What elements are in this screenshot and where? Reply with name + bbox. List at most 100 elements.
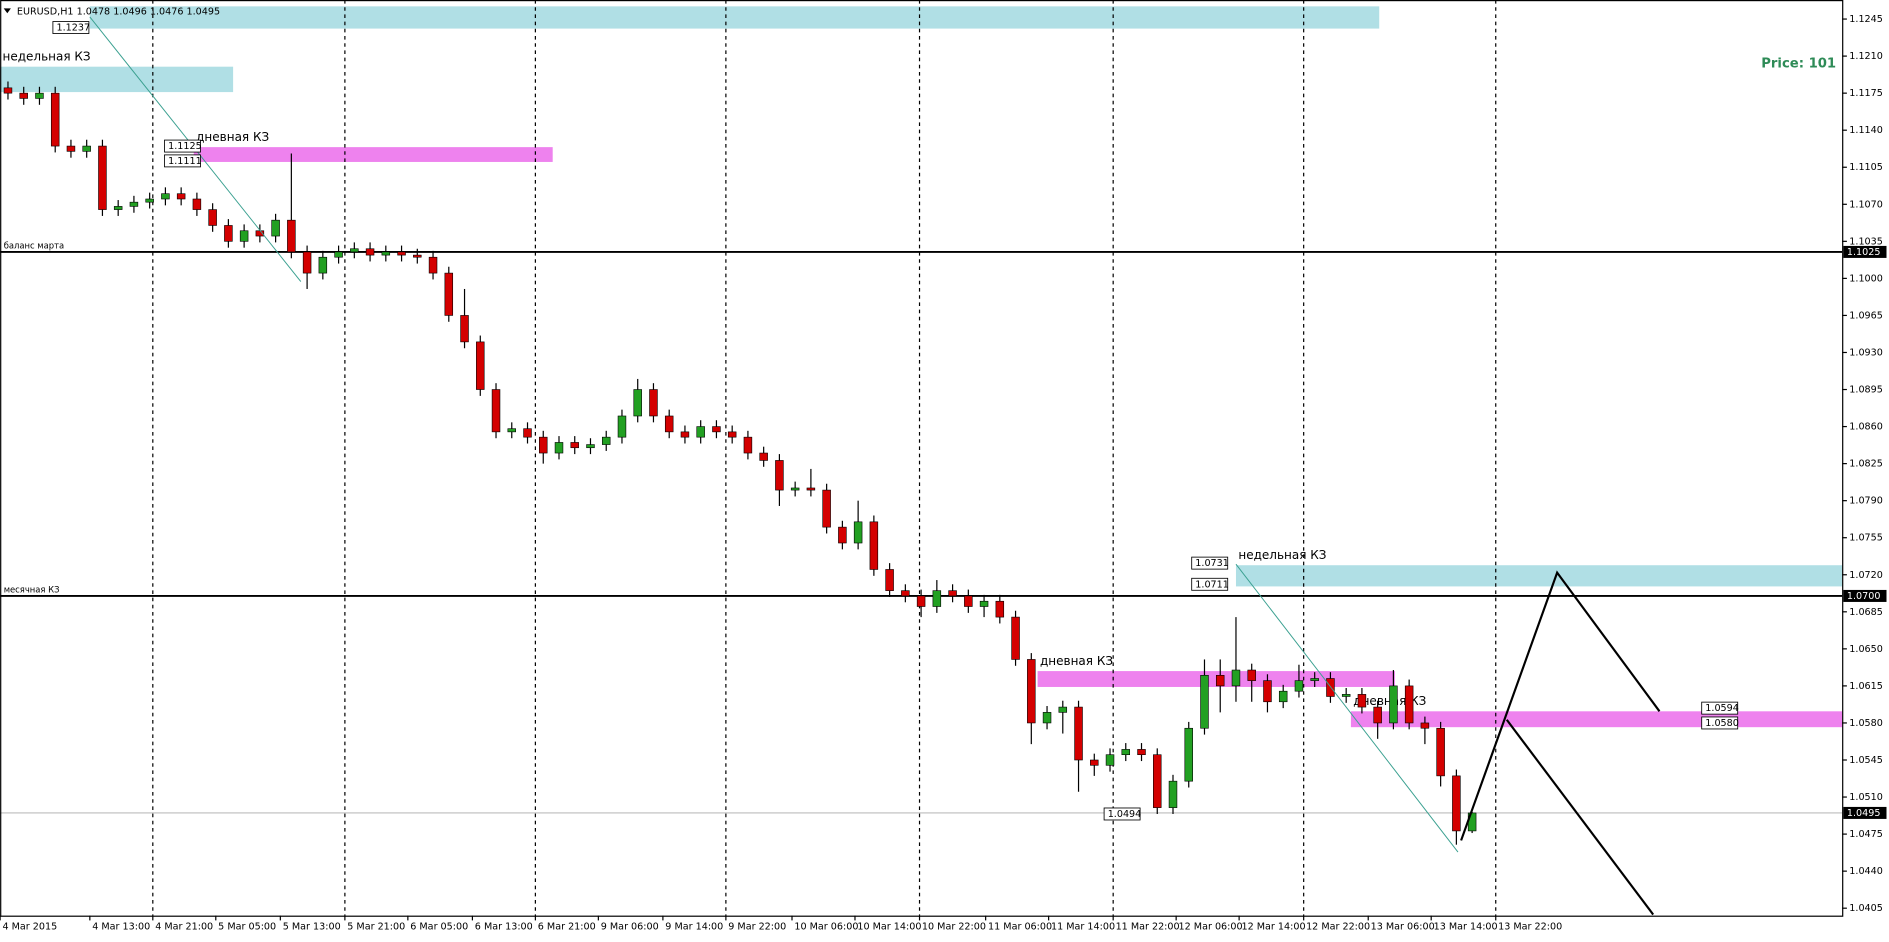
candle-body: [1105, 754, 1115, 766]
y-tick-label: 1.1175: [1849, 88, 1883, 99]
plot-frame: [0, 0, 1844, 917]
candle-body: [1137, 749, 1146, 756]
y-tick-label: 1.1070: [1849, 199, 1883, 210]
candle-body: [35, 92, 44, 99]
candle-body: [1373, 706, 1382, 724]
symbol: EURUSD,H1: [17, 6, 74, 17]
level-price-box: [1843, 245, 1887, 258]
x-tick-label: 11 Mar 14:00: [1051, 921, 1115, 932]
candle-body: [1404, 685, 1414, 724]
candle-body: [601, 436, 611, 445]
candle-body: [712, 426, 721, 433]
x-tick-label: 12 Mar 22:00: [1306, 921, 1370, 932]
candle-body: [633, 389, 642, 417]
price-label: 1.1111: [168, 156, 202, 167]
price-label: 1.0594: [1705, 703, 1739, 714]
x-tick-label: 4 Mar 21:00: [155, 921, 213, 932]
candle-body: [161, 193, 170, 200]
candle-body: [743, 436, 753, 454]
candle-body: [948, 590, 957, 597]
candle-body: [1200, 675, 1209, 729]
current-price: 1.0495: [1847, 808, 1881, 819]
zone: [193, 147, 553, 162]
candle-body: [916, 595, 926, 607]
candle-body: [1090, 759, 1099, 766]
candle-body: [476, 341, 485, 390]
candle-body: [775, 460, 784, 491]
x-tick-label: 6 Mar 21:00: [538, 921, 596, 932]
candle-body: [239, 230, 249, 242]
x-tick-label: 12 Mar 06:00: [1179, 921, 1243, 932]
zone-label: дневная КЗ: [196, 130, 269, 144]
ohlc-high: 1.0496: [113, 6, 147, 17]
x-tick-label: 4 Mar 2015: [3, 921, 58, 932]
candle-body: [1011, 616, 1020, 660]
candle-body: [586, 444, 595, 449]
x-tick-label: 9 Mar 22:00: [728, 921, 786, 932]
candle-body: [539, 436, 548, 454]
candle-body: [1247, 669, 1256, 681]
candle-body: [271, 219, 280, 237]
y-tick-label: 1.0615: [1849, 681, 1883, 692]
level-name: месячная КЗ: [4, 584, 60, 594]
zone: [0, 66, 234, 93]
candle-body: [1027, 659, 1036, 724]
candle-body: [979, 600, 989, 607]
x-tick-label: 11 Mar 06:00: [988, 921, 1052, 932]
x-tick-label: 5 Mar 21:00: [347, 921, 405, 932]
candle-body: [208, 209, 217, 226]
x-tick-label: 5 Mar 13:00: [283, 921, 341, 932]
ohlc-close: 1.0495: [187, 6, 221, 17]
candle-body: [1168, 780, 1178, 808]
zone: [89, 6, 1380, 29]
candle-body: [444, 272, 454, 316]
candle-body: [838, 526, 847, 544]
candle-body: [1278, 690, 1288, 703]
candle-body: [350, 248, 359, 253]
candle-body: [790, 487, 800, 491]
menu-arrow[interactable]: [3, 8, 11, 14]
zone-label: недельная КЗ: [1238, 548, 1326, 562]
candle-body: [1294, 680, 1304, 692]
price-label: 1.0711: [1195, 579, 1229, 590]
y-tick-label: 1.1245: [1849, 14, 1883, 25]
ohlc-low: 1.0476: [150, 6, 184, 17]
candle-body: [176, 193, 186, 200]
candle-body: [869, 521, 879, 570]
candle-body: [318, 256, 328, 274]
y-tick-label: 1.0720: [1849, 570, 1883, 581]
current-price-box: [1843, 806, 1887, 819]
price-label-box: [164, 154, 201, 168]
candle-body: [507, 428, 517, 433]
y-tick-label: 1.1140: [1849, 125, 1883, 136]
candle-body: [1341, 694, 1351, 697]
price-label: 1.0731: [1195, 558, 1229, 569]
y-tick-label: 1.0545: [1849, 755, 1883, 766]
price-label: 1.0494: [1108, 809, 1142, 820]
candle-body: [523, 428, 532, 438]
candle-body: [570, 442, 579, 449]
candle-body: [822, 489, 831, 528]
y-tick-label: 1.0825: [1849, 459, 1883, 470]
level-price-box: [1843, 589, 1887, 602]
y-tick-label: 1.0790: [1849, 496, 1883, 507]
x-tick-label: 9 Mar 06:00: [601, 921, 659, 932]
price-label-box: [1701, 716, 1739, 730]
candle-body: [1310, 678, 1319, 681]
candle-body: [1389, 685, 1398, 724]
candle-body: [964, 595, 973, 607]
candle-body: [664, 415, 674, 433]
y-tick-label: 1.0860: [1849, 422, 1883, 433]
y-tick-label: 1.0685: [1849, 607, 1883, 618]
level-name: баланс марта: [4, 240, 64, 250]
y-tick-label: 1.0650: [1849, 644, 1883, 655]
candle-body: [82, 145, 91, 152]
trend-line: [1460, 570, 1661, 841]
candle-body: [365, 248, 375, 256]
candle-body: [1121, 749, 1131, 756]
y-tick-label: 1.0510: [1849, 792, 1883, 803]
x-tick-label: 5 Mar 05:00: [218, 921, 276, 932]
candle-body: [428, 256, 438, 274]
